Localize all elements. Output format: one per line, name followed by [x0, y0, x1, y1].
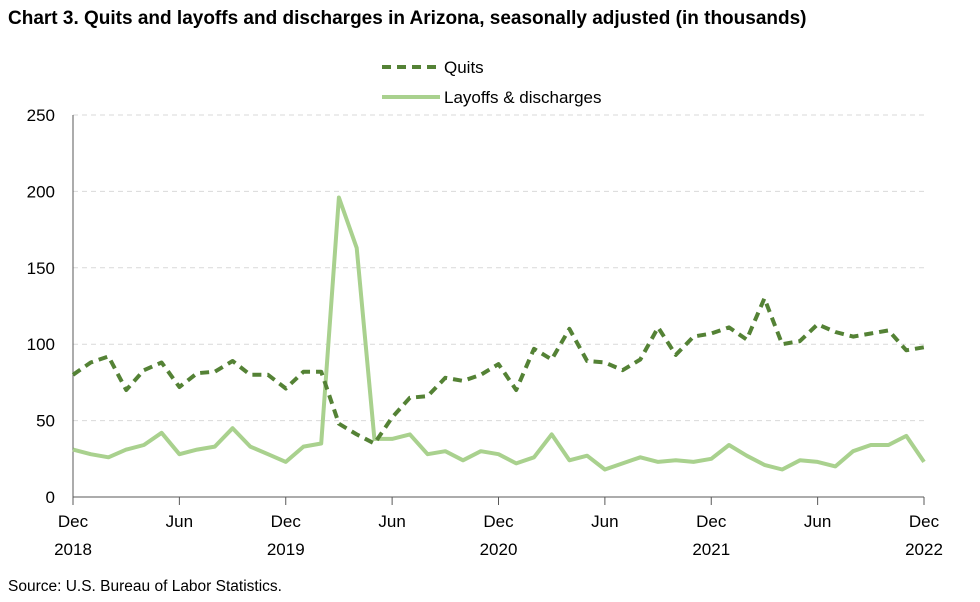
- y-tick-label: 0: [46, 488, 55, 507]
- y-tick-label: 250: [27, 106, 55, 125]
- source-note: Source: U.S. Bureau of Labor Statistics.: [8, 578, 282, 595]
- legend-layoffs-label: Layoffs & discharges: [444, 88, 602, 107]
- x-tick-year: 2020: [480, 540, 518, 559]
- x-tick-year: 2018: [54, 540, 92, 559]
- gridlines: [73, 114, 924, 422]
- x-tick-label: Jun: [591, 512, 618, 531]
- series-line-layoffs: [72, 195, 926, 472]
- series-lines: [71, 195, 926, 472]
- series-line-quits: [71, 296, 925, 446]
- x-tick-label: Dec: [483, 512, 514, 531]
- y-tick-label: 100: [27, 335, 55, 354]
- x-tick-label: Jun: [804, 512, 831, 531]
- x-tick-year: 2021: [692, 540, 730, 559]
- x-tick-label: Dec: [271, 512, 302, 531]
- x-tick-label: Dec: [58, 512, 89, 531]
- x-tick-label: Dec: [696, 512, 727, 531]
- legend-quits-label: Quits: [444, 58, 484, 77]
- x-tick-year: 2019: [267, 540, 305, 559]
- x-tick-label: Jun: [378, 512, 405, 531]
- legend: Quits Layoffs & discharges: [382, 58, 602, 107]
- axes: 0 50 100 150 200 250 Dec 2018 Jun Dec 2019 Jun Dec 20…: [27, 106, 943, 559]
- chart-title: Chart 3. Quits and layoffs and discharge…: [8, 8, 807, 29]
- x-tick-year: 2022: [905, 540, 943, 559]
- x-tick-label: Dec: [909, 512, 940, 531]
- x-tick-label: Jun: [166, 512, 193, 531]
- y-tick-label: 200: [27, 182, 55, 201]
- y-tick-label: 50: [36, 412, 55, 431]
- y-tick-label: 150: [27, 259, 55, 278]
